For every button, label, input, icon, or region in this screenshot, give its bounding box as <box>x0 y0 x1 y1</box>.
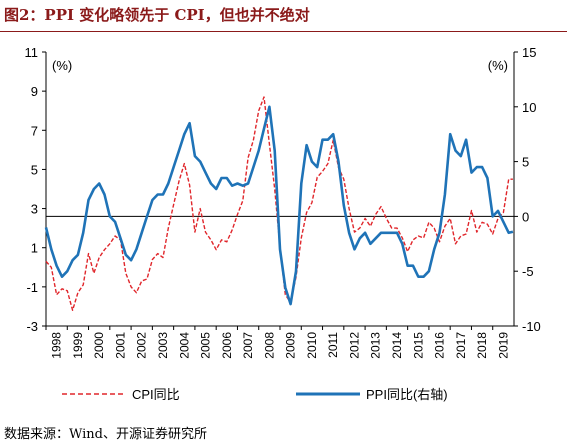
x-tick-label: 2006 <box>220 332 234 359</box>
left-tick-label: -3 <box>26 319 38 334</box>
x-tick-label: 2005 <box>199 332 213 359</box>
left-tick-label: 7 <box>31 123 38 138</box>
right-tick-label: -10 <box>522 319 541 334</box>
title-divider <box>0 31 567 32</box>
x-tick-label: 2009 <box>284 332 298 359</box>
right-tick-label: 10 <box>522 100 536 115</box>
source-note: 数据来源：Wind、开源证券研究所 <box>4 427 207 442</box>
legend-label-ppi: PPI同比(右轴) <box>366 387 448 402</box>
x-tick-label: 1998 <box>50 332 64 359</box>
chart-title: 图2：PPI 变化略领先于 CPI，但也并不绝对 <box>4 6 310 24</box>
left-tick-label: 1 <box>31 241 38 256</box>
left-tick-label: -1 <box>26 280 38 295</box>
left-axis-unit: (%) <box>52 58 72 73</box>
legend: CPI同比 PPI同比(右轴) <box>62 387 448 402</box>
x-tick-label: 2014 <box>390 332 404 359</box>
x-tick-label: 2008 <box>262 332 276 359</box>
x-tick-label: 2007 <box>241 332 255 359</box>
x-tick-label: 2015 <box>411 332 425 359</box>
left-tick-label: 3 <box>31 202 38 217</box>
x-tick-label: 2019 <box>496 332 510 359</box>
legend-label-cpi: CPI同比 <box>132 387 180 402</box>
x-tick-label: 2016 <box>433 332 447 359</box>
x-tick-label: 1999 <box>71 332 85 359</box>
right-tick-label: 15 <box>522 45 536 60</box>
left-tick-label: 11 <box>25 45 39 60</box>
chart-canvas: -3 -1 1 3 5 7 9 11 -10 -5 0 5 10 15 (%) (%) 1998 1999 2000… <box>25 45 541 402</box>
right-axis-unit: (%) <box>488 58 508 73</box>
x-tick-label: 2018 <box>475 332 489 359</box>
left-tick-label: 5 <box>31 162 38 177</box>
x-tick-label: 2001 <box>113 332 127 359</box>
axes: -3 -1 1 3 5 7 9 11 -10 -5 0 5 10 15 (%) (%) 1998 1999 2000… <box>25 45 541 359</box>
left-tick-label: 9 <box>31 84 38 99</box>
x-tick-label: 2012 <box>347 332 361 359</box>
x-tick-label: 2002 <box>135 332 149 359</box>
right-tick-label: 5 <box>522 155 529 170</box>
series-layer <box>44 96 514 311</box>
x-tick-label: 2000 <box>92 332 106 359</box>
ppi-series-line <box>44 105 514 306</box>
cpi-series-line <box>45 96 513 311</box>
x-tick-label: 2004 <box>177 332 191 359</box>
x-tick-label: 2010 <box>305 332 319 359</box>
x-tick-label: 2017 <box>454 332 468 359</box>
x-tick-label: 2003 <box>156 332 170 359</box>
right-tick-label: 0 <box>522 209 529 224</box>
x-tick-label: 2013 <box>369 332 383 359</box>
x-tick-label: 2011 <box>326 332 340 358</box>
right-tick-label: -5 <box>522 264 534 279</box>
